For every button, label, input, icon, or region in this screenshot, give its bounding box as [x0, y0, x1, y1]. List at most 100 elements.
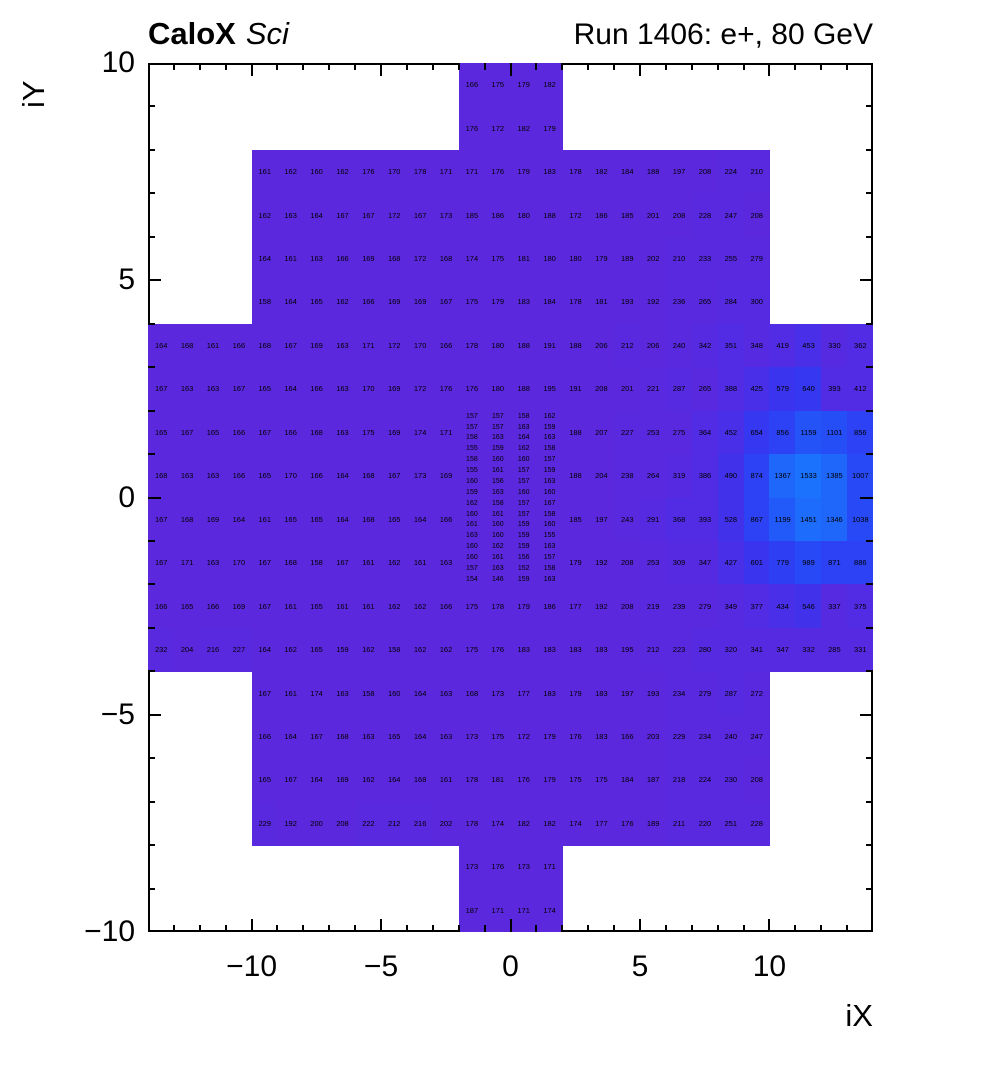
- heatmap-cell: 166: [458, 63, 486, 107]
- x-minor-tick: [199, 63, 201, 70]
- heatmap-cell: 161: [251, 497, 278, 542]
- heatmap-cell: 640: [795, 367, 822, 412]
- x-minor-tick: [794, 63, 796, 70]
- heatmap-cell: 208: [588, 367, 615, 412]
- heatmap-cell: 158: [251, 280, 278, 325]
- heatmap-cell: 1007: [847, 454, 873, 498]
- heatmap-cell: 165: [199, 410, 227, 455]
- heatmap-fine-cell: 162: [536, 410, 563, 422]
- heatmap-fine-cell: 156: [484, 475, 511, 488]
- y-minor-tick: [866, 757, 873, 759]
- heatmap-fine-cell: 157: [510, 475, 537, 488]
- heatmap-cell: 181: [484, 758, 511, 803]
- heatmap-cell: 193: [639, 671, 667, 716]
- heatmap-cell: 173: [432, 193, 460, 238]
- heatmap-cell: 167: [329, 193, 356, 238]
- heatmap-cell: 170: [406, 323, 434, 368]
- heatmap-cell: 368: [665, 497, 693, 542]
- heatmap-cell: 188: [562, 454, 589, 498]
- heatmap-fine-cell: 157: [458, 562, 486, 575]
- heatmap-cell: 279: [743, 236, 770, 281]
- heatmap-cell: 167: [406, 193, 434, 238]
- heatmap-cell: 174: [303, 671, 330, 716]
- heatmap-cell: 208: [691, 149, 719, 194]
- heatmap-fine-cell: 161: [484, 551, 511, 564]
- x-minor-tick: [587, 925, 589, 932]
- heatmap-cell: 275: [665, 410, 693, 455]
- heatmap-cell: 291: [639, 497, 667, 542]
- y-minor-tick: [148, 844, 155, 846]
- x-minor-tick: [225, 63, 227, 70]
- x-minor-tick: [743, 63, 745, 70]
- x-minor-tick: [665, 63, 667, 70]
- y-minor-tick: [148, 540, 155, 542]
- heatmap-cells: 166 175 179 182 176 172 182 179 161 162 160 162 176 1…: [148, 63, 873, 932]
- heatmap-cell: 161: [329, 584, 356, 629]
- heatmap-fine-cell: 157: [510, 497, 537, 509]
- heatmap-fine-cell: 159: [510, 540, 537, 553]
- heatmap-cell: 185: [614, 193, 641, 238]
- heatmap-fine-cell: 157: [458, 421, 486, 433]
- heatmap-cell: 342: [691, 323, 719, 368]
- heatmap-cell: 177: [510, 671, 537, 716]
- heatmap-cell: 189: [614, 236, 641, 281]
- heatmap-cell: 176: [484, 149, 511, 194]
- heatmap-cell: 871: [821, 540, 848, 585]
- heatmap-cell: 169: [381, 367, 408, 412]
- heatmap-cell: 253: [639, 540, 667, 585]
- heatmap-cell: 163: [329, 410, 356, 455]
- heatmap-fine-cell: 157: [484, 421, 511, 433]
- heatmap-fine-cell: 158: [458, 432, 486, 444]
- detector-name: Sci: [245, 16, 289, 51]
- heatmap-fine-cell: 154: [458, 573, 486, 585]
- heatmap-cell: 167: [277, 323, 304, 368]
- heatmap-cell: 166: [432, 584, 460, 629]
- heatmap-cell: 601: [743, 540, 770, 585]
- heatmap-cell: 166: [303, 454, 330, 498]
- heatmap-cell: 168: [355, 497, 382, 542]
- heatmap-cell: 331: [847, 627, 873, 672]
- heatmap-cell: 175: [562, 758, 589, 803]
- heatmap-cell: 176: [562, 714, 589, 759]
- heatmap-cell: 201: [614, 367, 641, 412]
- heatmap-cell: 452: [717, 410, 745, 455]
- heatmap-cell: 165: [303, 280, 330, 325]
- heatmap-fine-cell: 157: [510, 464, 537, 477]
- heatmap-cell: 253: [639, 410, 667, 455]
- y-minor-tick: [866, 844, 873, 846]
- heatmap-fine-cell: 167: [536, 497, 563, 509]
- heatmap-fine-cell: 163: [484, 562, 511, 575]
- heatmap-cell: 240: [665, 323, 693, 368]
- heatmap-fine-cell: 159: [536, 421, 563, 433]
- heatmap-cell: 182: [536, 801, 563, 846]
- x-minor-tick: [484, 63, 486, 70]
- heatmap-cell: 176: [484, 845, 511, 890]
- heatmap-cell: 222: [355, 801, 382, 846]
- heatmap-cell: 162: [277, 149, 304, 194]
- heatmap-fine-cell: 159: [510, 573, 537, 585]
- heatmap-cell: 319: [665, 454, 693, 498]
- heatmap-cell: 364: [691, 410, 719, 455]
- heatmap-cell: 216: [406, 801, 434, 846]
- heatmap-cell: 167: [251, 410, 278, 455]
- heatmap-cell: 171: [432, 149, 460, 194]
- heatmap-fine-cell: 163: [458, 530, 486, 542]
- heatmap-cell: 163: [199, 540, 227, 585]
- heatmap-cell: 179: [562, 671, 589, 716]
- heatmap-cell: 201: [639, 193, 667, 238]
- heatmap-cell: 187: [639, 758, 667, 803]
- heatmap-cell: 162: [355, 758, 382, 803]
- heatmap-cell: 166: [225, 323, 253, 368]
- y-minor-tick: [148, 410, 155, 412]
- heatmap-cell: 173: [484, 671, 511, 716]
- heatmap-cell: 186: [536, 584, 563, 629]
- heatmap-cell: 208: [614, 540, 641, 585]
- heatmap-cell: 202: [432, 801, 460, 846]
- heatmap-cell: 220: [691, 801, 719, 846]
- heatmap-cell: 1385: [821, 454, 848, 498]
- heatmap-cell: 210: [665, 236, 693, 281]
- heatmap-cell: 163: [199, 367, 227, 412]
- heatmap-fine-cell: 162: [510, 443, 537, 455]
- heatmap-cell: 546: [795, 584, 822, 629]
